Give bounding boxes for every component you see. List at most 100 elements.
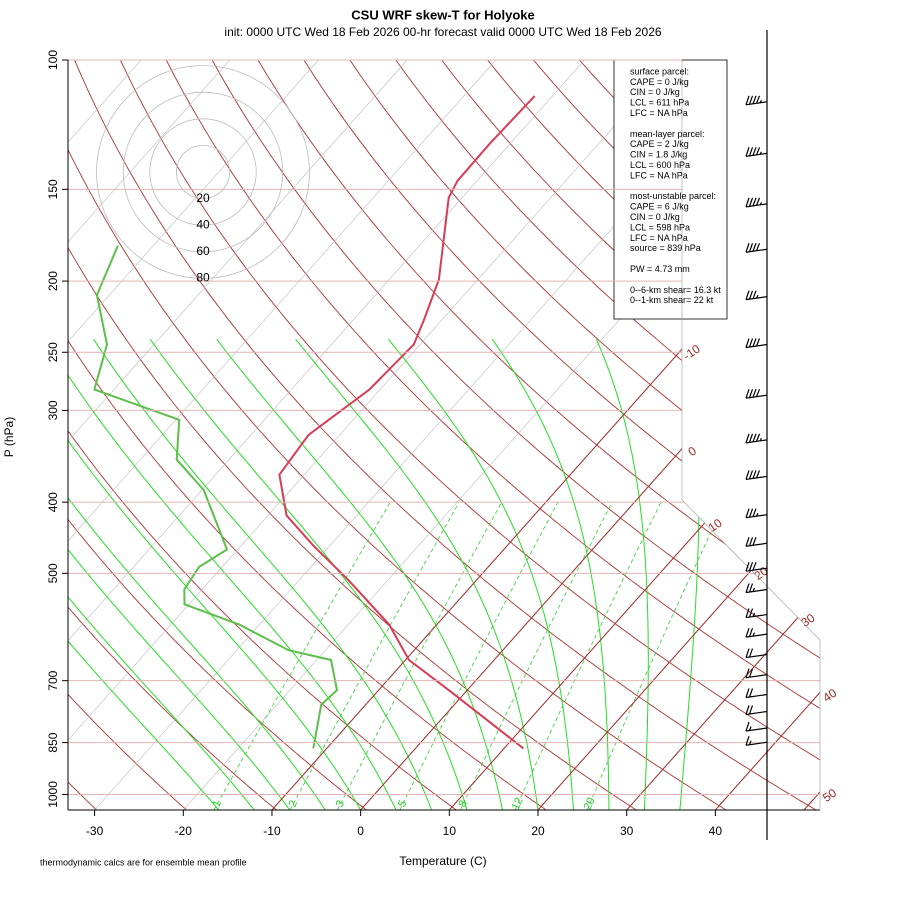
dry-adiabat [716, 60, 820, 810]
barb-feather [748, 95, 754, 105]
barb-feather [745, 537, 750, 547]
isotherm [271, 60, 820, 810]
wind-barb [745, 197, 768, 208]
barb-staff [745, 674, 768, 679]
barb-half [748, 726, 752, 731]
barb-half [759, 99, 763, 104]
barb-feather [748, 583, 754, 593]
barb-staff [745, 693, 768, 699]
mixing-ratio-line [336, 502, 503, 810]
wind-barb [745, 561, 768, 572]
isotherm-label: 30 [798, 611, 817, 630]
wind-barb [745, 290, 768, 301]
barb-feather [748, 290, 754, 300]
barb-staff [745, 588, 768, 594]
moist-adiabat [295, 338, 539, 810]
isotherm [715, 60, 820, 810]
footnote: thermodynamic calcs are for ensemble mea… [40, 857, 247, 867]
moist-adiabat [68, 338, 255, 810]
barb-feather [745, 147, 750, 157]
wind-barb [745, 433, 768, 444]
barb-feather [745, 562, 750, 572]
barb-staff [745, 710, 768, 716]
y-tick-label: 100 [46, 50, 60, 70]
mixing-ratio-line [289, 502, 460, 810]
x-tick-label: 10 [443, 824, 457, 838]
mixing-ratio-label: 2 [287, 799, 300, 810]
barb-half [759, 438, 763, 442]
y-tick-label: 200 [46, 271, 60, 291]
y-tick-label: 850 [46, 732, 60, 752]
moist-adiabat [68, 338, 291, 810]
barb-feather [752, 338, 757, 347]
barb-staff [745, 633, 768, 638]
barb-feather [745, 290, 750, 300]
barb-half [748, 740, 752, 745]
barb-feather [748, 470, 754, 480]
wind-barb [745, 338, 768, 349]
dry-adiabat [68, 60, 367, 810]
mixing-ratio-label: 5 [396, 799, 409, 810]
wind-barb [745, 608, 768, 619]
barb-half [755, 294, 759, 299]
barb-feather [755, 338, 761, 347]
y-tick-label: 400 [46, 492, 60, 512]
barb-feather [745, 95, 750, 105]
isotherm [68, 60, 585, 810]
wind-barb [745, 627, 768, 638]
y-tick-label: 250 [46, 342, 60, 362]
isotherm-major [803, 60, 820, 810]
wind-barb [745, 688, 768, 699]
mixing-ratio-line [586, 502, 726, 810]
dry-adiabat [119, 60, 820, 810]
barb-feather [752, 433, 757, 443]
dry-adiabat [68, 60, 457, 810]
barb-feather [755, 243, 761, 251]
barb-feather [745, 627, 750, 638]
barb-feather [745, 388, 750, 399]
isotherm [68, 60, 497, 810]
moist-adiabat [216, 338, 503, 810]
mixing-ratio-label: 1 [211, 799, 224, 810]
dry-adiabat [257, 60, 820, 810]
hodograph-ring [122, 91, 284, 253]
wind-barb [745, 95, 768, 106]
barb-feather [748, 705, 754, 715]
barb-feather [752, 470, 757, 479]
hodograph-ring-label: 20 [196, 191, 210, 205]
y-tick-label: 700 [46, 670, 60, 690]
barb-feather [745, 508, 750, 518]
barb-feather [752, 508, 757, 517]
barb-feather [748, 147, 754, 157]
wind-barb [745, 668, 768, 679]
dry-adiabat [68, 60, 187, 810]
mixing-ratio-label: 3 [334, 799, 347, 810]
hodograph-ring-label: 60 [196, 244, 210, 258]
barb-feather [752, 95, 757, 105]
moist-adiabat [68, 338, 362, 810]
barb-feather [745, 648, 750, 658]
barb-feather [745, 688, 750, 698]
barb-feather [748, 243, 754, 252]
barb-feather [748, 388, 754, 398]
wind-barb [745, 583, 768, 594]
info-line: CAPE = 6 J/kg [630, 202, 689, 212]
barb-feather [748, 562, 754, 571]
y-axis-label: P (hPa) [2, 417, 16, 457]
info-line: LCL = 598 hPa [630, 222, 690, 232]
info-line: LFC = NA hPa [630, 108, 688, 118]
isotherm-major [626, 60, 820, 810]
barb-feather [752, 388, 757, 398]
barb-feather [752, 147, 757, 156]
barb-half [759, 202, 763, 206]
barb-feather [755, 197, 761, 206]
info-line: 0--1-km shear= 22 kt [630, 295, 714, 305]
moist-adiabat [68, 338, 220, 810]
info-line: surface parcel: [630, 66, 689, 76]
hodograph-ring-label: 80 [196, 271, 210, 285]
barb-feather [752, 537, 757, 546]
info-line: most-unstable parcel: [630, 191, 716, 201]
mixing-ratio-line [399, 502, 559, 810]
isotherm-major [271, 60, 820, 810]
